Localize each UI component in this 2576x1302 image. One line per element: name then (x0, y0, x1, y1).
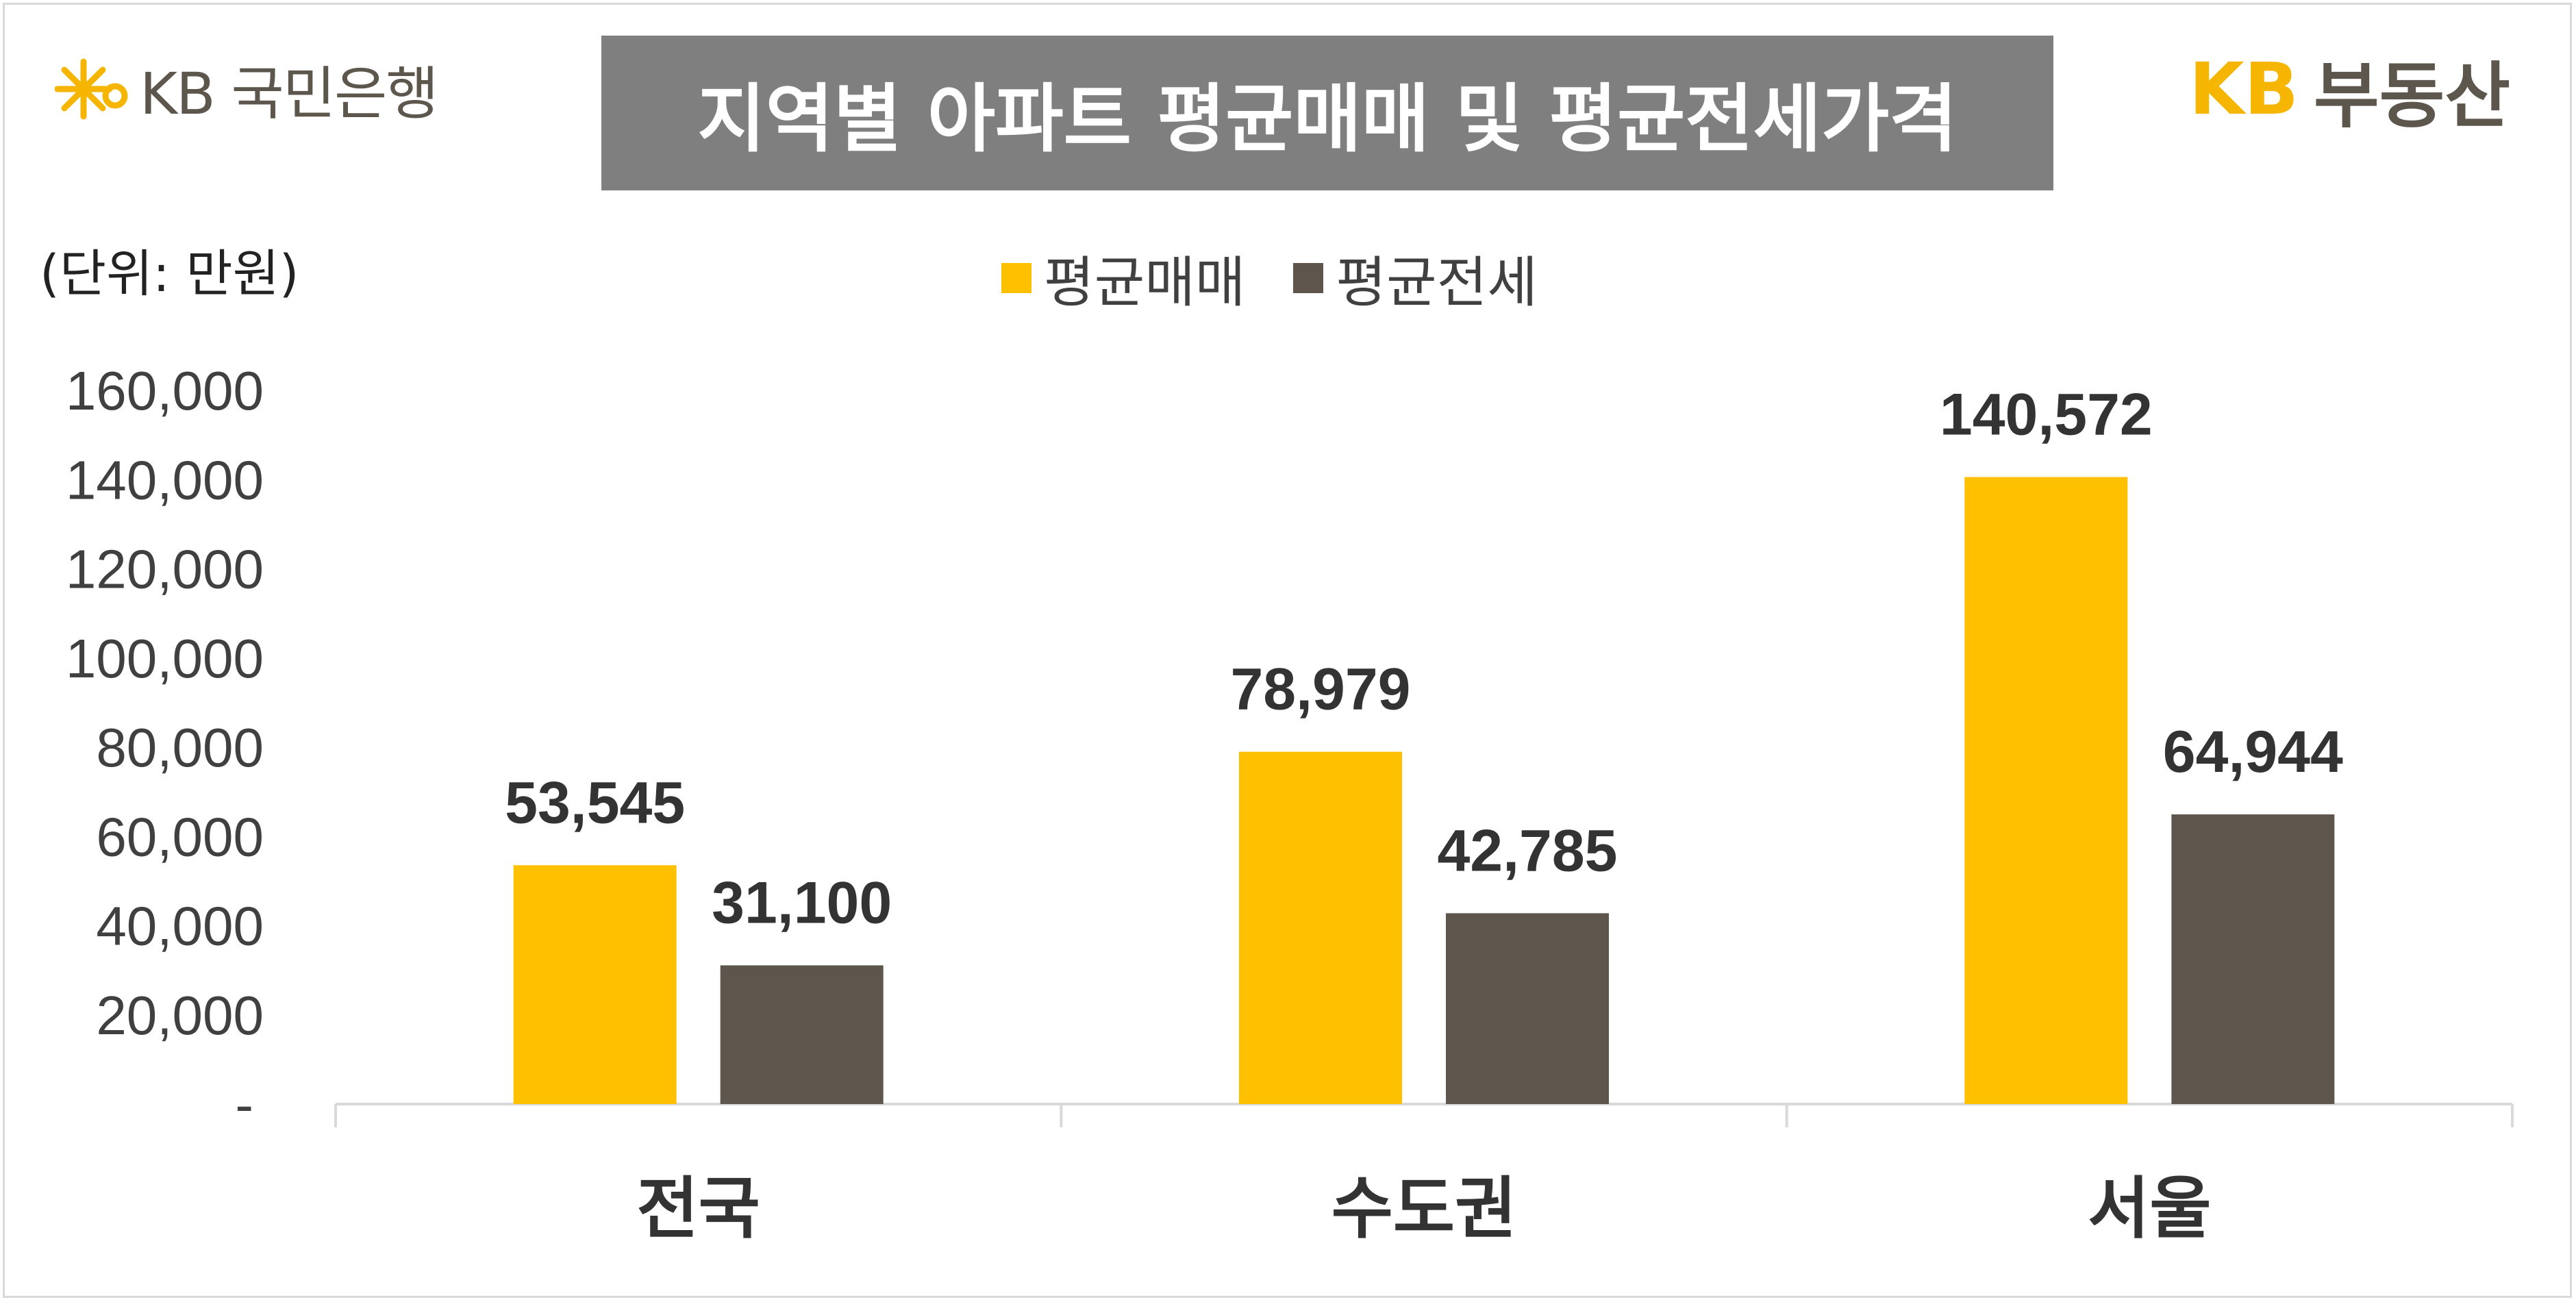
y-tick-label: 60,000 (96, 806, 264, 867)
bar-jeonse (2171, 814, 2335, 1104)
y-tick-label: 120,000 (66, 539, 264, 600)
legend-swatch-jeonse (1293, 263, 1324, 293)
data-label-jeonse: 64,944 (2163, 719, 2343, 785)
unit-label: (단위: 만원) (40, 245, 299, 303)
y-tick-label: 100,000 (66, 628, 264, 689)
kb-real-estate-logo: KB 부동산 (2189, 41, 2510, 138)
x-category-label: 서울 (2088, 1170, 2211, 1248)
data-label-jeonse: 31,100 (712, 870, 892, 936)
y-tick-label: - (235, 1074, 253, 1135)
x-category-label: 수도권 (1331, 1170, 1516, 1248)
brand-name: 부동산 (2313, 53, 2510, 138)
bar-jeonse (720, 965, 884, 1104)
bar-jeonse (1446, 913, 1609, 1104)
legend-item-sale: 평균매매 (1001, 238, 1245, 318)
legend-item-jeonse: 평균전세 (1293, 238, 1538, 318)
legend-label-jeonse: 평균전세 (1336, 251, 1538, 314)
kb-kookmin-bank-logo: KB 국민은행 (55, 55, 439, 127)
bar-sale (1239, 751, 1402, 1104)
legend-label-sale: 평균매매 (1044, 251, 1246, 314)
bar-sale (1964, 477, 2128, 1104)
chart-title: 지역별 아파트 평균매매 및 평균전세가격 (697, 77, 1958, 162)
chart-frame (3, 3, 2572, 1298)
data-label-sale: 78,979 (1230, 657, 1410, 723)
y-tick-label: 140,000 (66, 449, 264, 510)
y-tick-label: 40,000 (96, 896, 264, 957)
x-category-label: 전국 (637, 1170, 760, 1248)
y-tick-label: 160,000 (66, 360, 264, 421)
y-tick-label: 20,000 (96, 985, 264, 1046)
brand-kb: KB (2189, 47, 2299, 131)
bank-logo-text: KB 국민은행 (140, 60, 439, 127)
kb-star-icon (55, 58, 128, 120)
bar-sale (513, 865, 677, 1104)
data-label-sale: 53,545 (505, 770, 685, 836)
title-banner: 지역별 아파트 평균매매 및 평균전세가격 (601, 36, 2053, 190)
data-label-jeonse: 42,785 (1437, 818, 1617, 884)
legend: 평균매매 평균전세 (1001, 238, 1586, 318)
data-label-sale: 140,572 (1940, 382, 2153, 448)
legend-swatch-sale (1001, 263, 1031, 293)
y-tick-label: 80,000 (96, 717, 264, 778)
